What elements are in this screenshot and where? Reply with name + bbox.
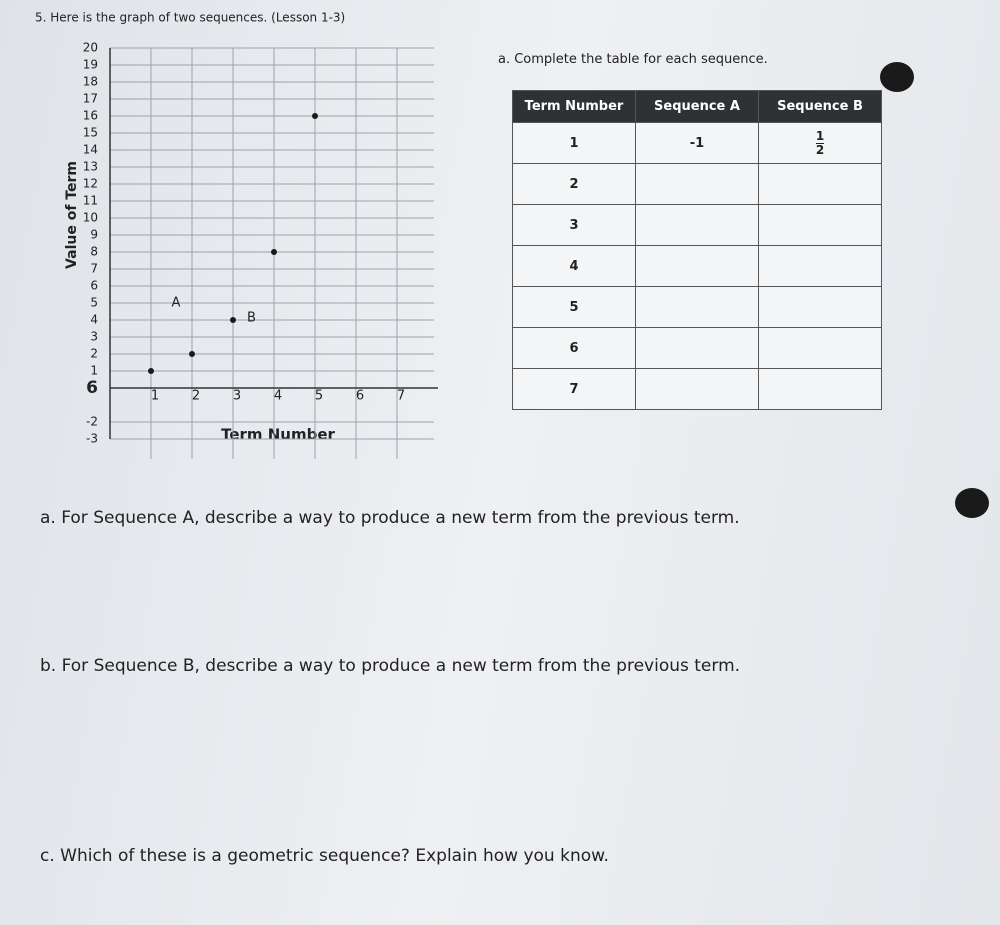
y-tick-label: -2 [86, 415, 98, 429]
y-tick-label: 20 [83, 41, 98, 55]
x-tick-label: 6 [356, 389, 364, 404]
point [189, 351, 195, 357]
sequence-b-cell [758, 163, 882, 205]
point [271, 249, 277, 255]
x-tick-label: 4 [274, 389, 282, 404]
y-tick-label: 15 [83, 126, 98, 140]
y-tick-label: 18 [83, 75, 98, 89]
sequence-a-cell [635, 163, 759, 205]
y-tick-label: 7 [90, 262, 98, 276]
instruction: a. Complete the table for each sequence. [498, 52, 768, 67]
x-tick-label: 7 [397, 389, 405, 404]
punch-hole [880, 62, 914, 92]
sequence-table: Term Number Sequence A Sequence B 1 -1 1 2 2 3 4 5… [512, 90, 882, 410]
term-number: 2 [512, 163, 636, 205]
y-tick-label: 10 [83, 211, 98, 225]
column-header: Sequence A [635, 90, 759, 123]
y-tick-label: 11 [83, 194, 98, 208]
y-tick-label: 4 [90, 313, 98, 327]
x-tick-label: 5 [315, 389, 323, 404]
term-number: 6 [512, 327, 636, 369]
y-tick-label: 5 [90, 296, 98, 310]
x-tick-label: 3 [233, 389, 241, 404]
y-tick-label: -3 [86, 432, 98, 446]
term-number: 3 [512, 204, 636, 246]
y-tick-label: 16 [83, 109, 98, 123]
sequence-a-value: -1 [689, 135, 705, 151]
term-number: 1 [512, 122, 636, 164]
y-tick-label: 19 [83, 58, 98, 72]
y-tick-label: 3 [90, 330, 98, 344]
y-tick-label: 6 [90, 279, 98, 293]
table-row: 7 [512, 368, 882, 410]
point [148, 368, 154, 374]
y-tick-label: 6 [86, 378, 98, 398]
sequence-a-cell [635, 286, 759, 328]
sequence-a-cell: -1 [635, 122, 759, 164]
y-tick-label: 17 [83, 92, 98, 106]
term-number: 5 [512, 286, 636, 328]
sequence-a-cell [635, 368, 759, 410]
sequence-b-cell [758, 327, 882, 369]
x-tick-label: 2 [192, 389, 200, 404]
y-tick-label: 1 [90, 364, 98, 378]
point [230, 317, 236, 323]
table-row: 5 [512, 286, 882, 328]
sequence-a-cell [635, 327, 759, 369]
sequence-a-cell [635, 245, 759, 287]
denominator: 2 [815, 143, 825, 157]
y-axis-label: Value of Term [64, 161, 80, 269]
title: 5. Here is the graph of two sequences. (… [35, 11, 345, 25]
term-number: 4 [512, 245, 636, 287]
table-row: 1 -1 1 2 [512, 122, 882, 164]
sequence-b-cell [758, 204, 882, 246]
y-tick-label: 12 [83, 177, 98, 191]
y-tick-label: 13 [83, 160, 98, 174]
y-tick-label: 2 [90, 347, 98, 361]
annotation: A [172, 296, 181, 311]
sequence-b-cell [758, 368, 882, 410]
sequence-a-cell [635, 204, 759, 246]
punch-hole [955, 488, 989, 518]
x-tick-label: 1 [151, 389, 159, 404]
column-header: Term Number [512, 90, 636, 123]
sequence-b-cell [758, 245, 882, 287]
question: a. For Sequence A, describe a way to pro… [40, 508, 740, 528]
y-tick-label: 8 [90, 245, 98, 259]
table-row: 6 [512, 327, 882, 369]
table-row: 4 [512, 245, 882, 287]
series-label: B [247, 311, 256, 326]
table-row: 2 [512, 163, 882, 205]
point [312, 113, 318, 119]
y-tick-label: 9 [90, 228, 98, 242]
numerator: 1 [815, 129, 825, 144]
question: b. For Sequence B, describe a way to pro… [40, 656, 741, 676]
column-header: Sequence B [758, 90, 882, 123]
question: c. Which of these is a geometric sequenc… [40, 846, 609, 866]
x-axis-label: Term Number [221, 426, 335, 444]
term-number: 7 [512, 368, 636, 410]
y-tick-label: 14 [83, 143, 98, 157]
sequence-b-cell [758, 286, 882, 328]
table-row: 3 [512, 204, 882, 246]
